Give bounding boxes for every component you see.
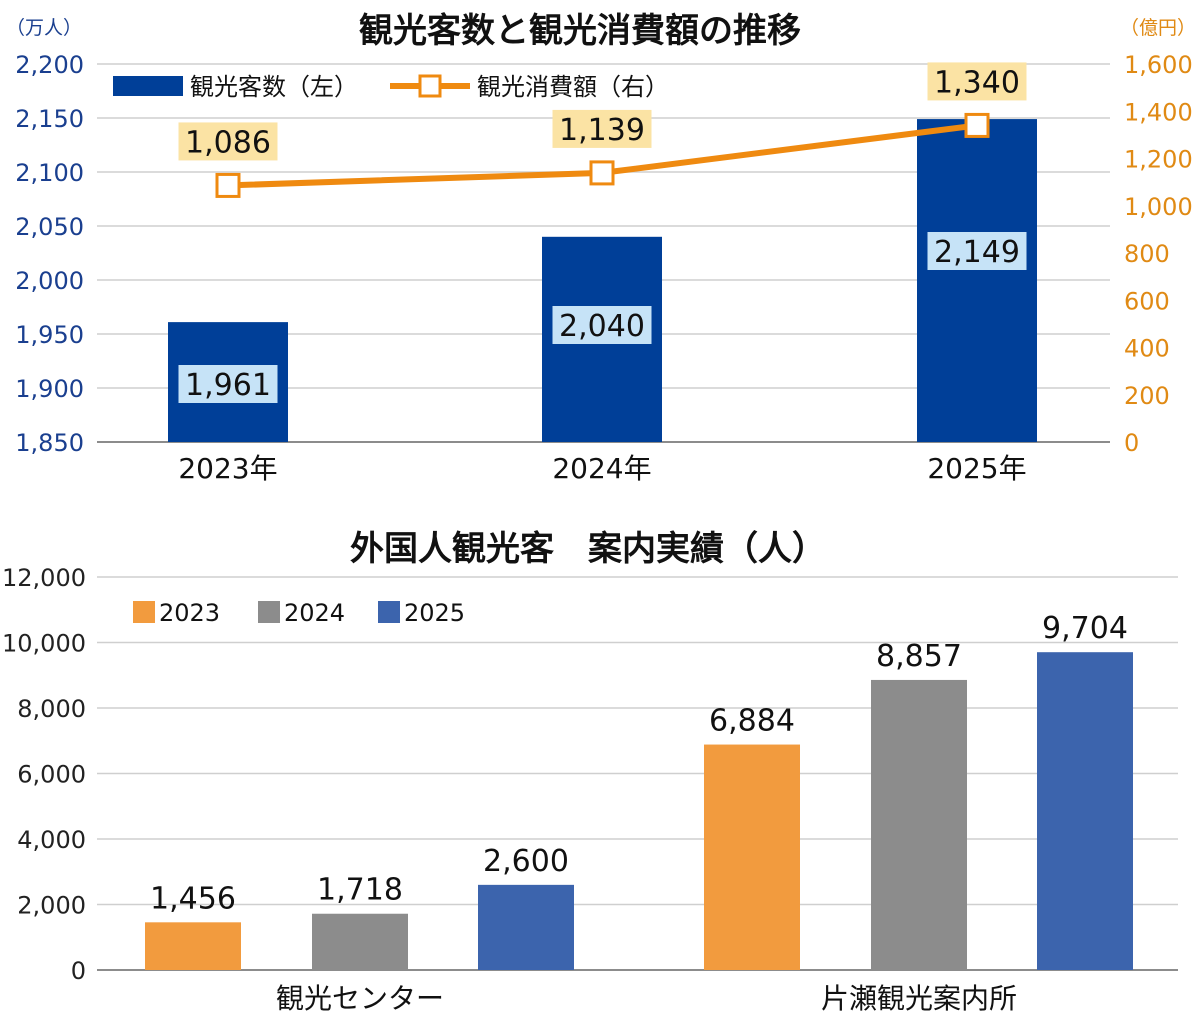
chart1-line-label-bg bbox=[927, 62, 1027, 101]
chart1-bars: 1,961 2,040 2,149 bbox=[168, 119, 1037, 442]
chart2-legend-swatch bbox=[258, 601, 280, 623]
chart1-bar-label: 1,961 bbox=[185, 368, 271, 403]
chart1-right-tick: 1,600 bbox=[1124, 51, 1193, 79]
chart2-title: 外国人観光客 案内実績（人） bbox=[350, 529, 826, 569]
chart2-y-tick: 6,000 bbox=[17, 761, 86, 789]
chart1-legend: 観光客数（左） 観光消費額（右） bbox=[113, 73, 669, 101]
chart1-left-unit: （万人） bbox=[6, 17, 82, 39]
chart1-bar bbox=[917, 119, 1037, 442]
chart1-line-label-bg bbox=[552, 109, 652, 148]
chart1-x-tick: 2023年 bbox=[178, 452, 277, 485]
chart2-y-tick: 10,000 bbox=[2, 630, 86, 658]
chart1-left-tick: 1,950 bbox=[15, 321, 84, 349]
chart1-x-tick: 2025年 bbox=[927, 452, 1026, 485]
chart2-bar bbox=[871, 679, 967, 970]
chart2-bar bbox=[704, 744, 800, 970]
chart1-right-tick: 0 bbox=[1124, 429, 1139, 457]
chart1-left-tick: 1,850 bbox=[15, 429, 84, 457]
chart1-bar-label-bg bbox=[927, 232, 1027, 270]
chart2-legend-label: 2023 bbox=[159, 599, 220, 627]
chart1-right-tick: 1,200 bbox=[1124, 146, 1193, 174]
chart2-bar bbox=[145, 922, 241, 970]
chart1-left-tick: 2,150 bbox=[15, 105, 84, 133]
chart1-right-unit: （億円） bbox=[1120, 17, 1196, 39]
chart1-right-tick: 200 bbox=[1124, 382, 1170, 410]
chart1-line-series: 1,086 1,139 1,340 bbox=[178, 62, 1027, 198]
chart2-bar bbox=[312, 913, 408, 970]
chart1-left-tick: 2,200 bbox=[15, 51, 84, 79]
chart2-bar-label: 8,857 bbox=[876, 639, 962, 674]
chart2-bar bbox=[478, 884, 574, 970]
chart1-left-tick: 2,100 bbox=[15, 159, 84, 187]
legend-label-visitors: 観光客数（左） bbox=[190, 73, 358, 101]
legend-swatch-visitors bbox=[113, 76, 183, 96]
chart2-y-tick: 4,000 bbox=[17, 826, 86, 854]
chart2-y-tick: 2,000 bbox=[17, 892, 86, 920]
chart1-line-label: 1,139 bbox=[559, 113, 645, 148]
chart1-bar-label-bg bbox=[178, 365, 278, 403]
chart1-line-marker bbox=[215, 172, 241, 198]
chart1-line-marker bbox=[964, 112, 990, 138]
chart2-legend-label: 2024 bbox=[284, 599, 345, 627]
chart2-bars: 1,456 6,884 1,718 8,857 2,600 9,704 bbox=[145, 611, 1133, 970]
chart1-title: 観光客数と観光消費額の推移 bbox=[359, 11, 801, 51]
chart2-bar-label: 1,718 bbox=[317, 873, 403, 908]
chart1-x-tick: 2024年 bbox=[552, 452, 651, 485]
chart2-legend: 2023 2024 2025 bbox=[133, 599, 465, 627]
chart1-right-tick: 1,400 bbox=[1124, 98, 1193, 126]
chart1-left-tick: 1,900 bbox=[15, 375, 84, 403]
chart2-gridlines bbox=[97, 576, 1178, 971]
chart1-line-label-bg bbox=[178, 122, 278, 161]
chart1-line-label: 1,340 bbox=[934, 65, 1020, 100]
legend-swatch-spending-marker bbox=[418, 74, 442, 98]
chart2-bar-label: 1,456 bbox=[150, 881, 236, 916]
chart1-line-marker bbox=[589, 160, 615, 186]
chart2-legend-swatch bbox=[133, 601, 155, 623]
chart2-legend-label: 2025 bbox=[404, 599, 465, 627]
chart1-right-tick: 600 bbox=[1124, 287, 1170, 315]
chart1-left-tick: 2,000 bbox=[15, 267, 84, 295]
legend-label-spending: 観光消費額（右） bbox=[477, 73, 669, 101]
chart2-bar-label: 9,704 bbox=[1042, 611, 1128, 646]
chart2-bar-label: 6,884 bbox=[709, 704, 795, 739]
chart2-y-tick: 0 bbox=[71, 957, 86, 985]
chart1-left-tick: 2,050 bbox=[15, 213, 84, 241]
chart2-bar-label: 2,600 bbox=[483, 844, 569, 879]
chart1-right-tick: 400 bbox=[1124, 335, 1170, 363]
chart2-axis-labels: 0 2,000 4,000 6,000 8,000 10,000 12,000 観光センター 片… bbox=[2, 564, 1017, 1015]
chart2-y-tick: 8,000 bbox=[17, 695, 86, 723]
chart1-bar-label-bg bbox=[552, 306, 652, 344]
chart2-x-tick: 観光センター bbox=[276, 982, 444, 1015]
chart1-bar-label: 2,040 bbox=[559, 309, 645, 344]
chart2-bar bbox=[1037, 652, 1133, 970]
chart2-legend-swatch bbox=[378, 601, 400, 623]
chart1-bar-label: 2,149 bbox=[934, 235, 1020, 270]
chart2-y-tick: 12,000 bbox=[2, 564, 86, 592]
chart1-axis-labels: 1,850 1,900 1,950 2,000 2,050 2,100 2,150 2,200… bbox=[15, 51, 1192, 485]
chart1-right-tick: 1,000 bbox=[1124, 193, 1193, 221]
chart1-right-tick: 800 bbox=[1124, 240, 1170, 268]
chart2-x-tick: 片瀬観光案内所 bbox=[821, 982, 1017, 1015]
chart1-line-label: 1,086 bbox=[185, 125, 271, 160]
